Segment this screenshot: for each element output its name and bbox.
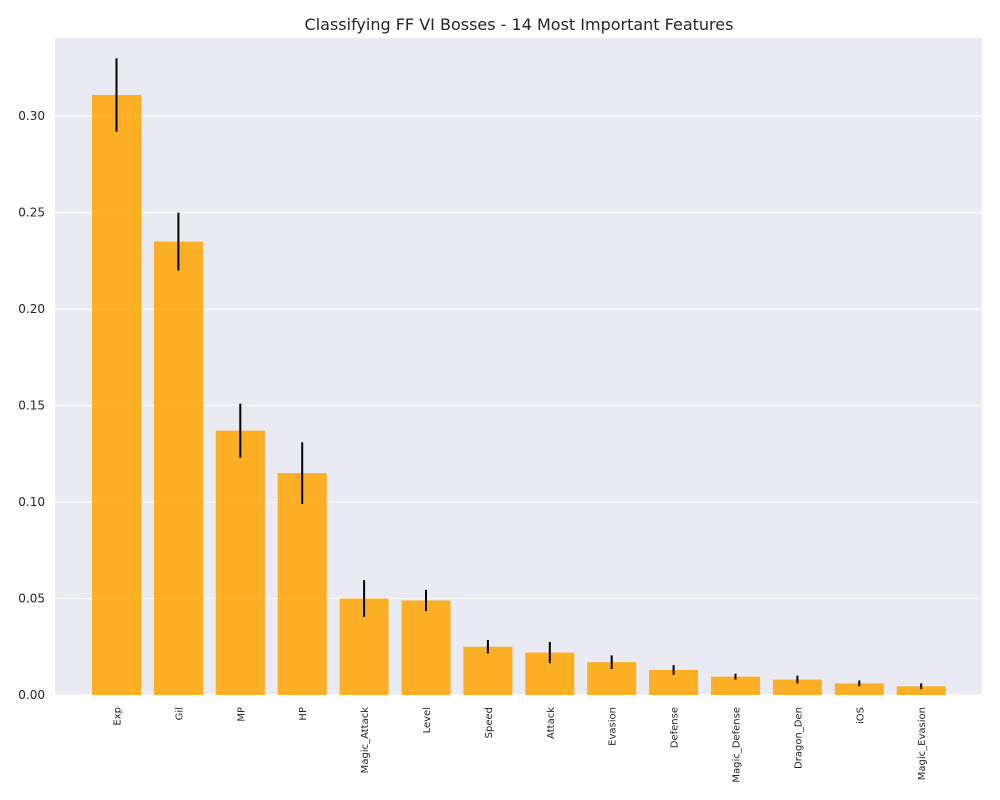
x-tick-label: Evasion xyxy=(608,707,619,746)
x-tick-label: MP xyxy=(236,707,247,722)
bar-hp xyxy=(277,473,327,695)
y-tick-label: 0.15 xyxy=(18,399,45,413)
bar-gil xyxy=(153,241,203,695)
bar-level xyxy=(401,600,451,695)
bar-magic-defense xyxy=(711,676,760,695)
y-tick-label: 0.05 xyxy=(18,592,45,606)
bar-mp xyxy=(215,430,265,695)
x-tick-label: Dragon_Den xyxy=(793,707,804,769)
x-tick-label: Level xyxy=(422,707,433,733)
y-tick-label: 0.30 xyxy=(18,109,45,123)
bar-speed xyxy=(463,646,513,695)
grid-lines xyxy=(55,115,982,696)
bars xyxy=(92,94,946,695)
bar-exp xyxy=(92,94,141,695)
x-tick-label: Attack xyxy=(546,707,557,739)
x-tick-label: Exp xyxy=(113,707,124,726)
y-tick-labels: 0.00 0.05 0.10 0.15 0.20 0.25 0.30 xyxy=(18,109,45,702)
error-bars xyxy=(115,58,923,690)
x-tick-label: HP xyxy=(298,707,309,721)
plot-area xyxy=(55,38,982,695)
x-tick-labels: Exp Gil MP HP Magic_Attack Level Speed Attack Ev… xyxy=(113,707,929,783)
bar-ios xyxy=(834,683,884,695)
y-tick-label: 0.20 xyxy=(18,302,45,316)
y-tick-label: 0.10 xyxy=(18,495,45,509)
x-tick-label: Magic_Evasion xyxy=(917,707,928,780)
chart-title: Classifying FF VI Bosses - 14 Most Impor… xyxy=(305,15,734,34)
x-tick-label: Defense xyxy=(670,707,681,748)
x-tick-label: Speed xyxy=(484,707,495,738)
x-tick-label: Magic_Attack xyxy=(360,707,371,774)
y-tick-label: 0.00 xyxy=(18,688,45,702)
x-tick-label: iOS xyxy=(855,707,866,724)
bar-dragon-den xyxy=(772,679,822,695)
x-tick-label: Magic_Defense xyxy=(732,707,743,783)
bar-magic-evasion xyxy=(896,686,946,695)
x-tick-label: Gil xyxy=(174,707,185,720)
y-tick-label: 0.25 xyxy=(18,206,45,220)
